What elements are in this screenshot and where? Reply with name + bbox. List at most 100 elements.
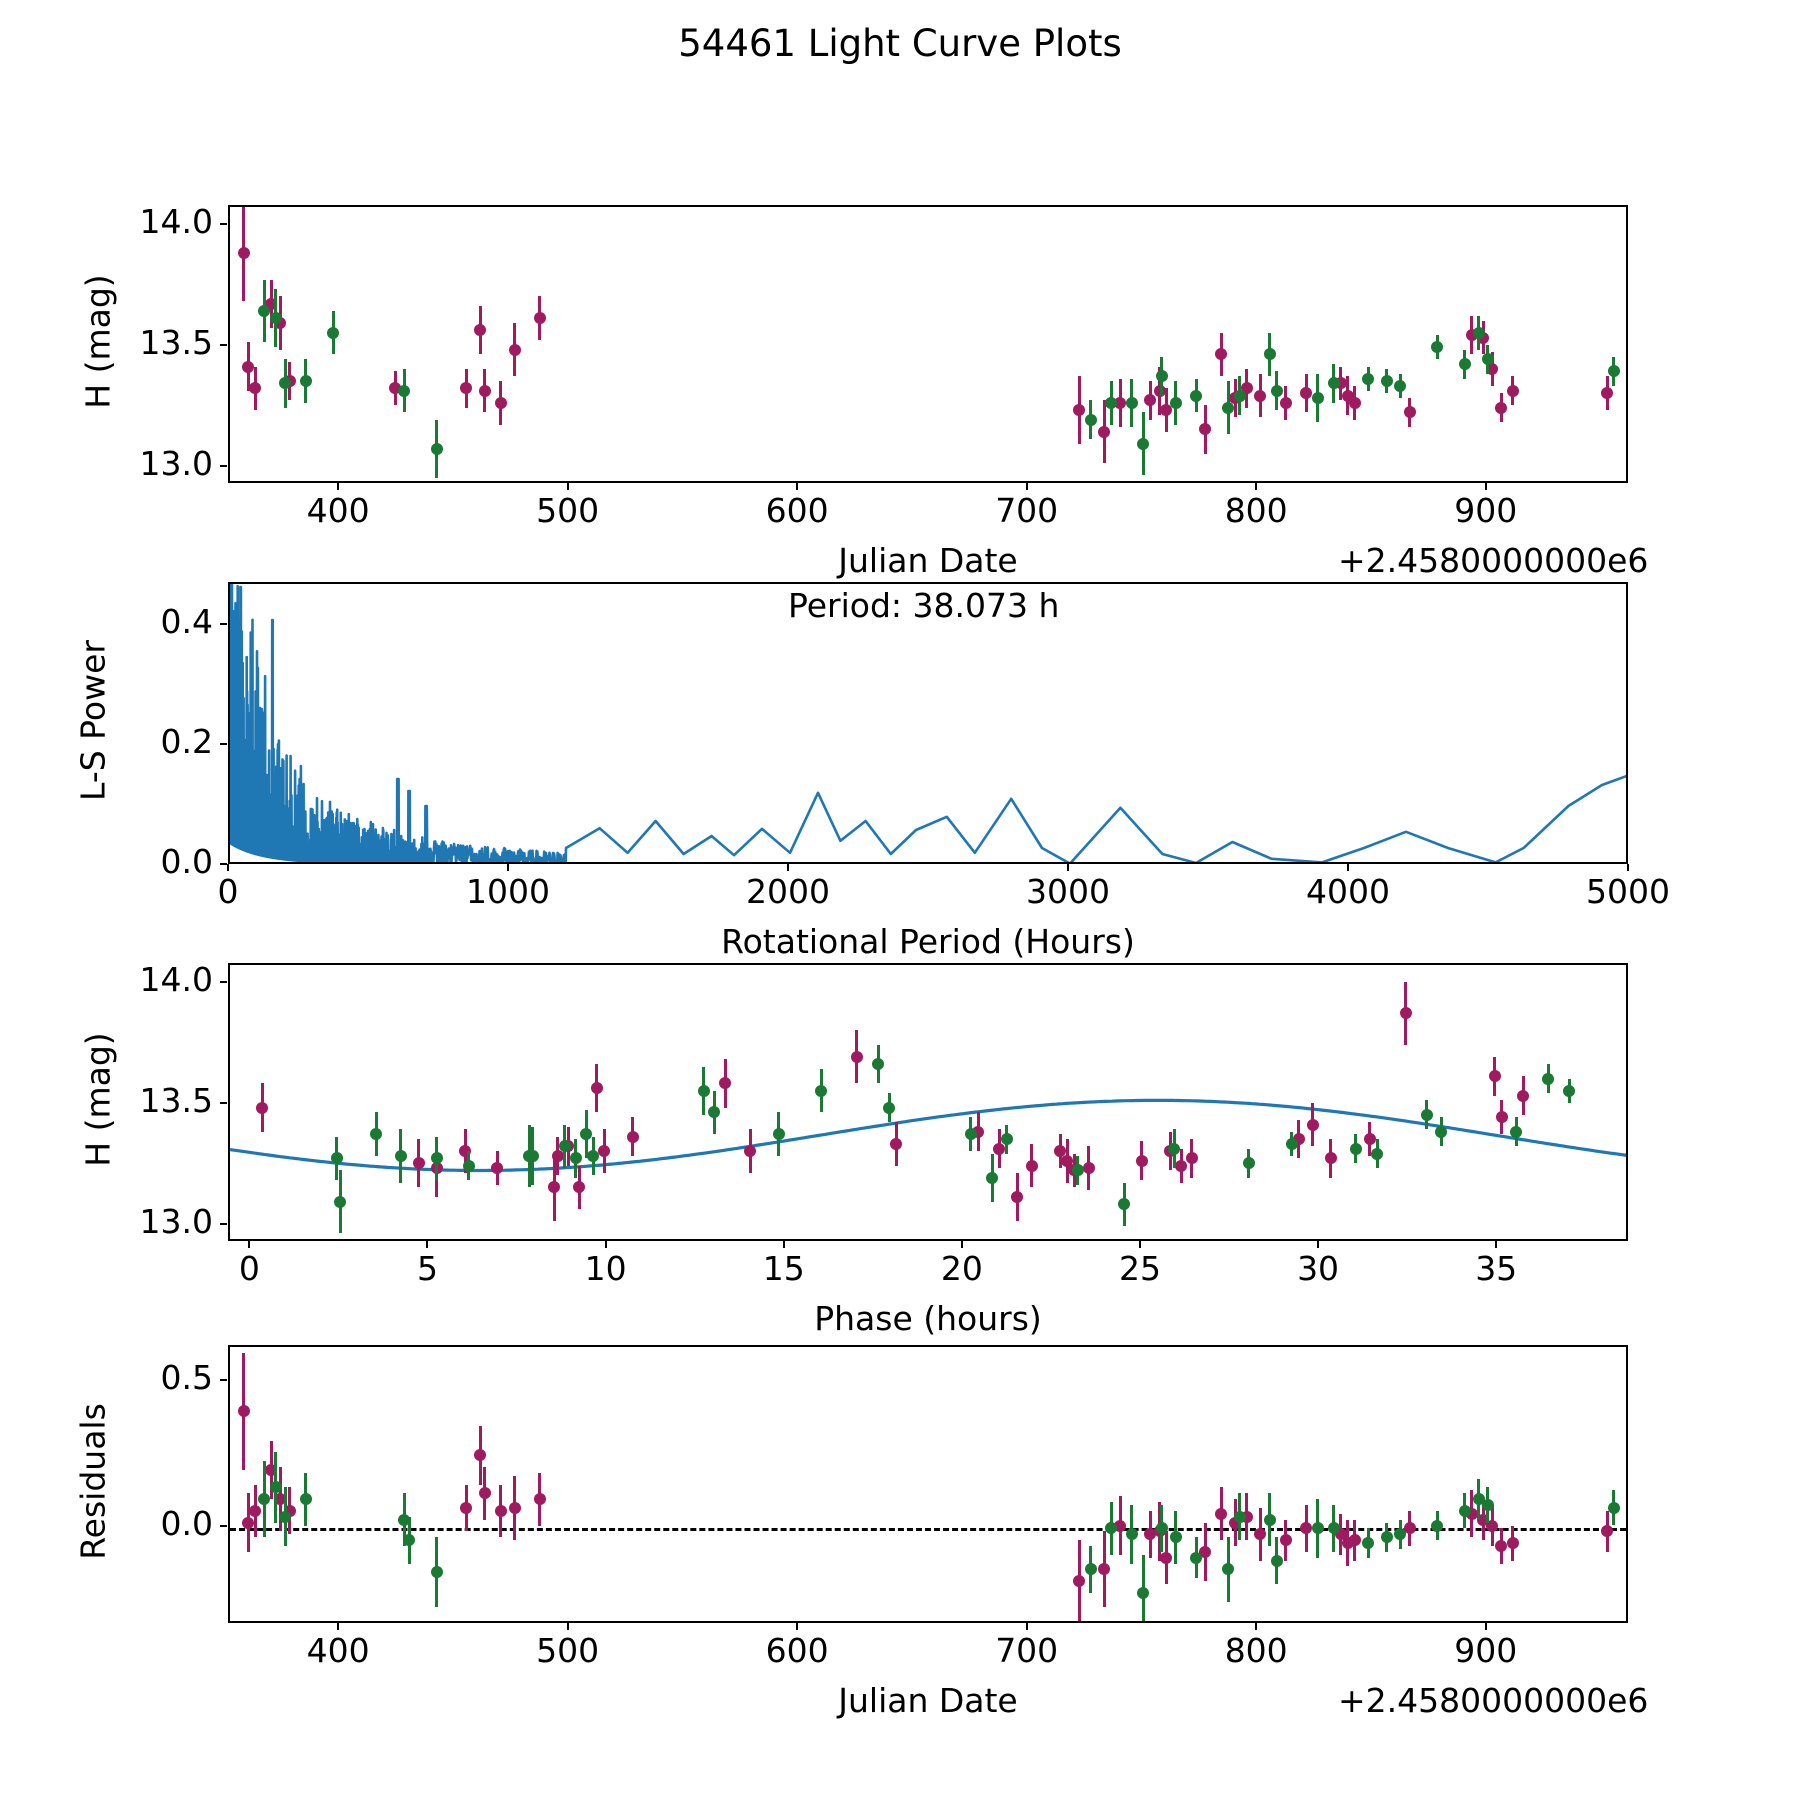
data-point — [1137, 437, 1150, 450]
data-point — [1506, 384, 1519, 397]
data-point — [334, 1195, 347, 1208]
x-tick-mark — [566, 483, 569, 490]
data-point — [256, 1101, 269, 1114]
x-tick-mark — [1484, 483, 1487, 490]
data-point — [1420, 1108, 1433, 1121]
data-point — [964, 1128, 977, 1141]
data-point — [1279, 396, 1292, 409]
x-tick-label: 0 — [238, 1249, 260, 1288]
y-tick-label: 0.4 — [160, 602, 213, 641]
data-point — [279, 377, 292, 390]
x-tick-label: 0 — [217, 872, 239, 911]
data-point — [1222, 1563, 1235, 1576]
x-tick-mark — [1025, 1623, 1028, 1630]
data-point — [1155, 370, 1168, 383]
y-tick-mark — [220, 465, 227, 468]
data-point — [1495, 1111, 1508, 1124]
x-tick-mark — [507, 864, 509, 871]
data-point — [1486, 1519, 1499, 1532]
data-point — [508, 1501, 521, 1514]
x-tick-mark — [566, 1623, 569, 1630]
y-tick-label: 0.5 — [160, 1358, 213, 1398]
data-point — [327, 326, 340, 339]
data-point — [533, 1493, 546, 1506]
y-axis-label-phased-light-curve: H (mag) — [78, 1032, 118, 1167]
x-tick-mark — [227, 864, 229, 871]
data-point — [274, 1493, 287, 1506]
y-tick-label: 14.0 — [139, 960, 213, 1000]
x-tick-mark — [337, 1623, 340, 1630]
data-point — [269, 312, 282, 325]
data-point — [1185, 1152, 1198, 1165]
x-tick-mark — [1627, 864, 1629, 871]
ls-power-curve — [230, 584, 1626, 862]
data-point — [1607, 365, 1620, 378]
data-point — [1118, 1198, 1131, 1211]
data-point — [494, 396, 507, 409]
x-tick-mark — [1067, 864, 1069, 871]
data-point — [1506, 1537, 1519, 1550]
data-point — [394, 1149, 407, 1162]
data-point — [1254, 1528, 1267, 1541]
x-tick-label: 10 — [584, 1249, 627, 1288]
x-tick-mark — [604, 1241, 607, 1248]
x-tick-mark — [426, 1241, 429, 1248]
y-tick-label: 13.5 — [139, 323, 213, 363]
x-tick-label: 500 — [536, 491, 600, 530]
data-point — [1199, 1545, 1212, 1558]
data-point — [412, 1157, 425, 1170]
data-point — [249, 1504, 262, 1517]
data-point — [237, 246, 250, 259]
x-tick-mark — [1138, 1241, 1141, 1248]
x-tick-label: 30 — [1297, 1249, 1340, 1288]
sinusoid-fit-line — [230, 1098, 1626, 1173]
data-point — [533, 312, 546, 325]
data-point — [1073, 404, 1086, 417]
x-tick-label: 900 — [1454, 1631, 1518, 1670]
data-point — [551, 1149, 564, 1162]
data-point — [580, 1128, 593, 1141]
data-point — [1472, 1493, 1485, 1506]
data-point — [1279, 1534, 1292, 1547]
data-point — [1061, 1154, 1074, 1167]
data-point — [1362, 372, 1375, 385]
data-point — [474, 324, 487, 337]
x-tick-label: 35 — [1475, 1249, 1518, 1288]
data-point — [508, 343, 521, 356]
data-point — [299, 375, 312, 388]
data-point — [883, 1101, 896, 1114]
data-point — [1300, 1522, 1313, 1535]
x-tick-label: 700 — [995, 491, 1059, 530]
data-point — [242, 1516, 255, 1529]
figure-title: 54461 Light Curve Plots — [678, 22, 1122, 65]
data-point — [1371, 1147, 1384, 1160]
data-point — [1481, 1499, 1494, 1512]
data-point — [1435, 1125, 1448, 1138]
data-point — [1495, 401, 1508, 414]
data-point — [1495, 1539, 1508, 1552]
data-point — [430, 1152, 443, 1165]
data-point — [1084, 413, 1097, 426]
data-point — [569, 1152, 582, 1165]
x-axis-label-periodogram: Rotational Period (Hours) — [721, 922, 1135, 961]
x-tick-mark — [1495, 1241, 1498, 1248]
data-point — [1084, 1563, 1097, 1576]
x-tick-label: 900 — [1454, 491, 1518, 530]
data-point — [719, 1077, 732, 1090]
data-point — [1270, 384, 1283, 397]
data-point — [1054, 1145, 1067, 1158]
data-point — [1190, 389, 1203, 402]
data-point — [1403, 406, 1416, 419]
data-point — [462, 1159, 475, 1172]
x-tick-mark — [787, 864, 789, 871]
data-point — [890, 1137, 903, 1150]
plot-area-phased-light-curve — [230, 965, 1626, 1239]
data-point — [1168, 1142, 1181, 1155]
y-axis-label-periodogram: L-S Power — [73, 640, 113, 801]
y-tick-label: 13.0 — [139, 444, 213, 484]
data-point — [1082, 1162, 1095, 1175]
data-point — [1011, 1191, 1024, 1204]
x-tick-mark — [796, 483, 799, 490]
y-tick-mark — [220, 1223, 227, 1226]
